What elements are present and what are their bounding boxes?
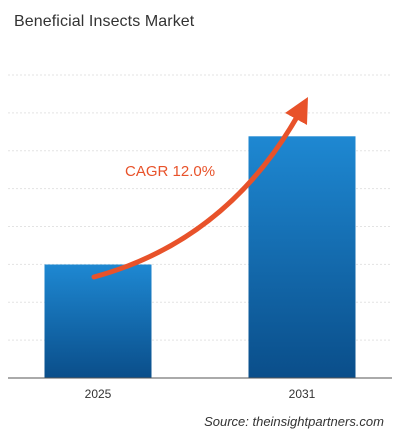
x-tick-label-2025: 2025 — [85, 387, 112, 401]
chart-title: Beneficial Insects Market — [14, 13, 195, 30]
x-tick-labels: 2025 2031 — [85, 387, 316, 401]
cagr-label: CAGR 12.0% — [125, 163, 216, 180]
cagr-arrow — [91, 97, 308, 280]
bar-2025 — [44, 264, 152, 378]
bars — [44, 136, 356, 378]
source-note: Source: theinsightpartners.com — [204, 414, 384, 429]
x-tick-label-2031: 2031 — [289, 387, 316, 401]
bar-2031 — [248, 136, 356, 378]
